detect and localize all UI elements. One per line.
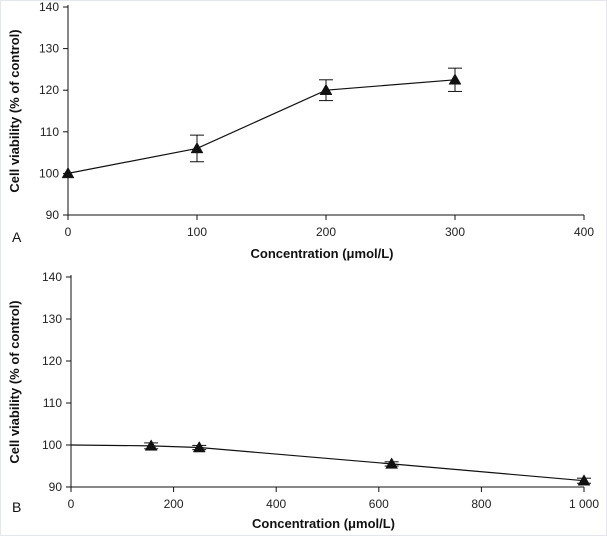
chart-b-y-tick-label: 130 [42, 312, 62, 326]
chart-a-y-axis-title: Cell viability (% of control) [7, 29, 22, 192]
chart-a-series-line [67, 79, 456, 174]
chart-b-data-point [385, 457, 399, 469]
chart-a-data-point [190, 141, 204, 154]
chart-b-x-tick-label: 200 [164, 497, 184, 511]
chart-a-x-tick-label: 100 [187, 225, 207, 239]
chart-a-x-tick-label: 300 [445, 225, 465, 239]
chart-a-y-tick-label: 120 [39, 83, 59, 97]
chart-b-data-point [577, 474, 591, 486]
chart-b-panel: 90 100 110 120 130 140 0 200 400 600 800 1 000 Conce… [7, 270, 599, 531]
chart-a-data-point [61, 166, 75, 179]
chart-a-x-tick-label: 400 [574, 225, 594, 239]
chart-a-y-tick-label: 140 [39, 1, 59, 14]
chart-b-y-tick-label: 100 [42, 438, 62, 452]
chart-b-y-tick-label: 90 [49, 480, 63, 494]
chart-a-y-tick-label: 110 [40, 125, 59, 139]
chart-a-x-tick-label: 200 [316, 225, 336, 239]
chart-b-x-tick-label: 800 [471, 497, 491, 511]
chart-b-x-axis-title: Concentration (μmol/L) [252, 516, 395, 531]
chart-a-x-tick-label: 0 [65, 225, 72, 239]
chart-a-y-tick-label: 90 [46, 208, 60, 222]
chart-b-x-tick-label: 600 [369, 497, 389, 511]
chart-a-y-tick-label: 130 [39, 42, 59, 56]
chart-a-panel-label: A [12, 229, 22, 245]
chart-b-data-point [144, 439, 158, 451]
chart-b-y-tick-label: 140 [42, 270, 62, 284]
chart-a-data-point [448, 73, 462, 85]
chart-a-x-axis-title: Concentration (μmol/L) [251, 246, 394, 261]
chart-b-y-axis-title: Cell viability (% of control) [7, 300, 22, 463]
chart-b-data-point [192, 441, 206, 453]
chart-b-x-tick-label: 0 [68, 497, 75, 511]
chart-b-x-tick-label: 400 [266, 497, 286, 511]
chart-b-panel-label: B [12, 499, 21, 515]
chart-b-y-tick-label: 110 [43, 396, 62, 410]
chart-a-panel: 90 100 110 120 130 140 0 100 200 300 400 Concentrat… [7, 1, 594, 261]
chart-a-data-point [319, 83, 333, 95]
chart-b-y-tick-label: 120 [42, 354, 62, 368]
chart-a-y-tick-label: 100 [39, 166, 59, 180]
chart-b-x-tick-label: 1 000 [569, 497, 599, 511]
